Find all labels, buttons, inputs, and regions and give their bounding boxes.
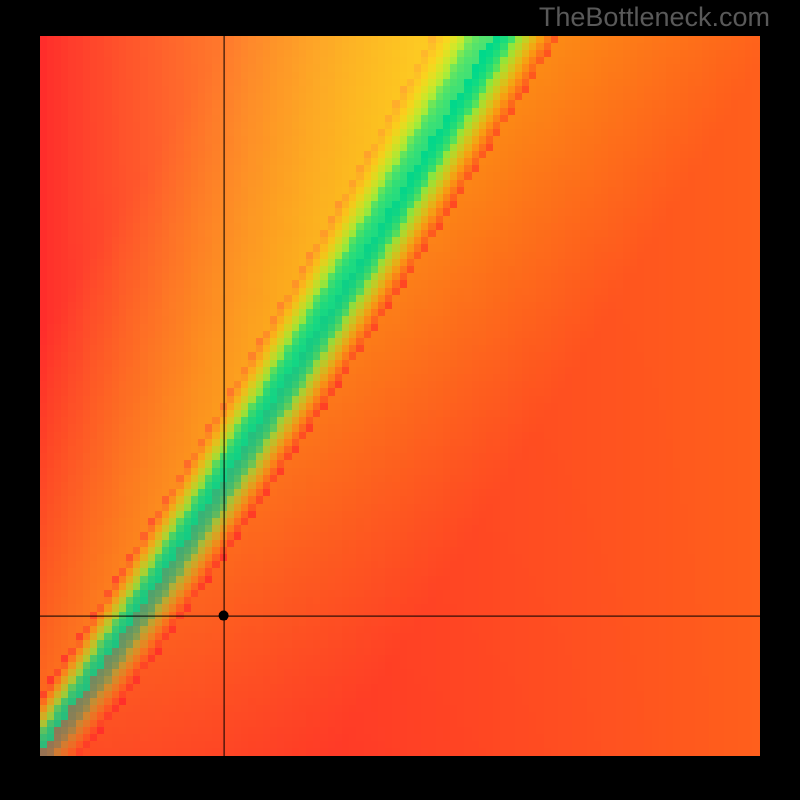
- watermark-text: TheBottleneck.com: [539, 2, 770, 33]
- chart-container: TheBottleneck.com: [0, 0, 800, 800]
- bottleneck-heatmap: [40, 36, 760, 756]
